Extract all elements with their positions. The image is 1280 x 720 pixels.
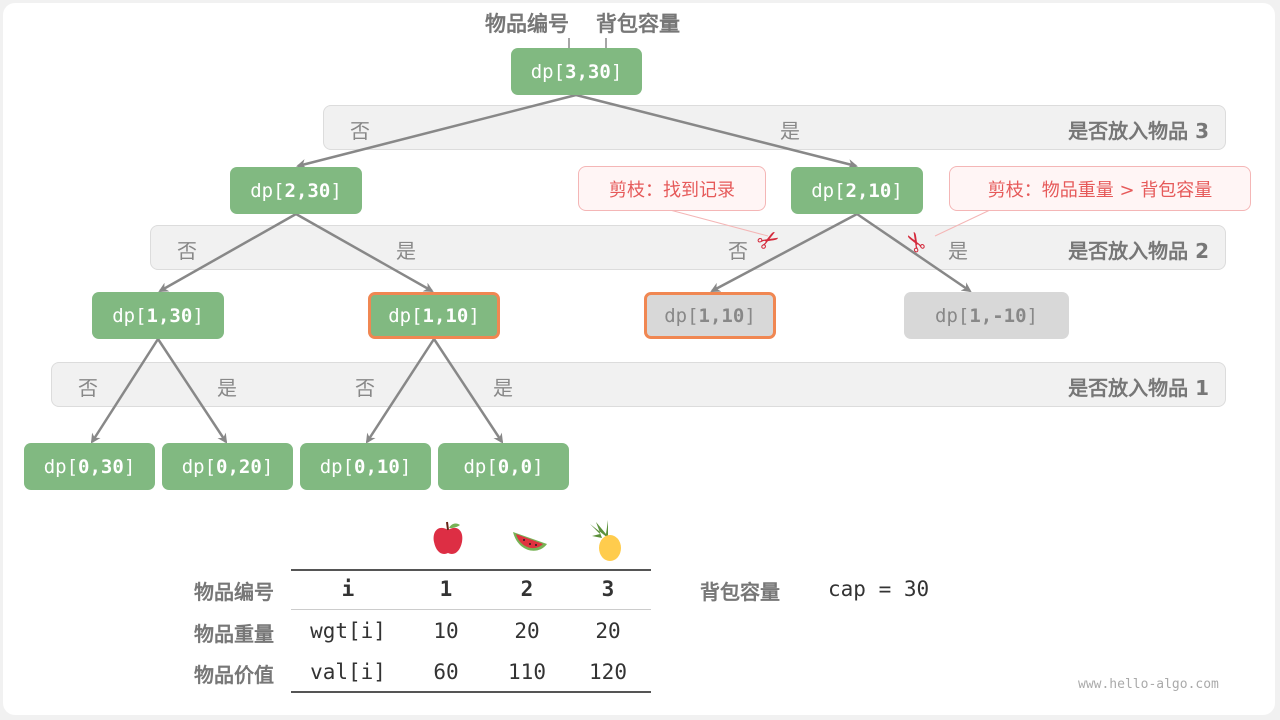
node-dp-2-30: dp[2,30] (230, 167, 362, 214)
band-label: 是否放入物品 1 (1068, 376, 1209, 400)
table-cell: 2 (520, 577, 534, 601)
table-cell: 110 (508, 660, 546, 684)
node-dp-1-30: dp[1,30] (92, 292, 224, 339)
node-dp-1-neg10-pruned: dp[1,-10] (904, 292, 1069, 339)
callout-found-record: 剪枝：找到记录 (578, 166, 766, 211)
node-args: 0,0 (497, 455, 533, 478)
apple-icon (433, 521, 463, 554)
table-cell: wgt[i] (310, 619, 386, 643)
table-mid-rule (291, 609, 651, 610)
edge (856, 212, 972, 293)
node-args: 1,-10 (969, 304, 1027, 327)
table-cell: i (341, 577, 355, 601)
no-label: 否 (350, 119, 370, 143)
node-dp-2-10: dp[2,10] (791, 167, 923, 214)
row-label-item-index: 物品编号 (194, 580, 274, 604)
table-cell: 120 (589, 660, 627, 684)
pineapple-icon (590, 520, 621, 561)
edge (432, 338, 504, 444)
node-args: 1,10 (698, 304, 745, 327)
yes-label: 是 (780, 119, 800, 143)
table-cell: 10 (433, 619, 459, 643)
table-bottom-rule (291, 691, 651, 693)
table-cell: 3 (601, 577, 615, 601)
capacity-header-label: 背包容量 (596, 12, 680, 36)
no-label: 否 (355, 376, 375, 400)
callout-overweight: 剪枝：物品重量 > 背包容量 (949, 166, 1251, 211)
decision-band-item-3: 否 是 是否放入物品 3 (323, 105, 1226, 150)
edge (158, 212, 297, 293)
node-dp-0-0: dp[0,0] (438, 443, 569, 490)
edge (296, 93, 577, 169)
node-args: 0,30 (78, 455, 124, 478)
watermark: www.hello-algo.com (1078, 677, 1219, 692)
table-cell: 60 (433, 660, 459, 684)
table-cell: val[i] (310, 660, 386, 684)
yes-label: 是 (396, 239, 416, 263)
no-label: 否 (728, 239, 748, 263)
node-dp-0-20: dp[0,20] (162, 443, 293, 490)
edge (365, 338, 436, 444)
node-args: 2,30 (284, 179, 331, 202)
table-cell: 20 (514, 619, 540, 643)
node-dp-0-10: dp[0,10] (300, 443, 431, 490)
row-label-weight: 物品重量 (194, 622, 274, 646)
edge (156, 338, 228, 444)
node-args: 1,10 (422, 304, 469, 327)
edge (575, 93, 858, 169)
capacity-label: 背包容量 (700, 580, 780, 604)
node-args: 0,10 (354, 455, 400, 478)
no-label: 否 (78, 376, 98, 400)
table-cell: 20 (595, 619, 621, 643)
node-args: 3,30 (565, 60, 611, 83)
band-label: 是否放入物品 3 (1068, 119, 1209, 143)
capacity-value: cap = 30 (828, 577, 930, 601)
node-dp-1-10-computed: dp[1,10] (368, 292, 500, 339)
node-args: 2,10 (845, 179, 892, 202)
yes-label: 是 (493, 376, 513, 400)
edge (295, 212, 434, 293)
node-dp-0-30: dp[0,30] (24, 443, 155, 490)
node-args: 0,20 (216, 455, 262, 478)
watermelon-icon (513, 532, 547, 551)
node-args: 1,30 (146, 304, 193, 327)
no-label: 否 (177, 239, 197, 263)
node-dp-3-30: dp[3,30] (511, 48, 642, 95)
yes-label: 是 (217, 376, 237, 400)
band-label: 是否放入物品 2 (1068, 239, 1209, 263)
table-top-rule (291, 569, 651, 571)
edge (710, 212, 858, 293)
table-cell: 1 (439, 577, 453, 601)
row-label-value: 物品价值 (194, 663, 274, 687)
node-dp-1-10-pruned: dp[1,10] (644, 292, 776, 339)
edge (90, 338, 160, 444)
yes-label: 是 (948, 239, 968, 263)
item-index-label: 物品编号 (485, 12, 569, 36)
decision-band-item-1: 否 是 否 是 是否放入物品 1 (51, 362, 1226, 407)
